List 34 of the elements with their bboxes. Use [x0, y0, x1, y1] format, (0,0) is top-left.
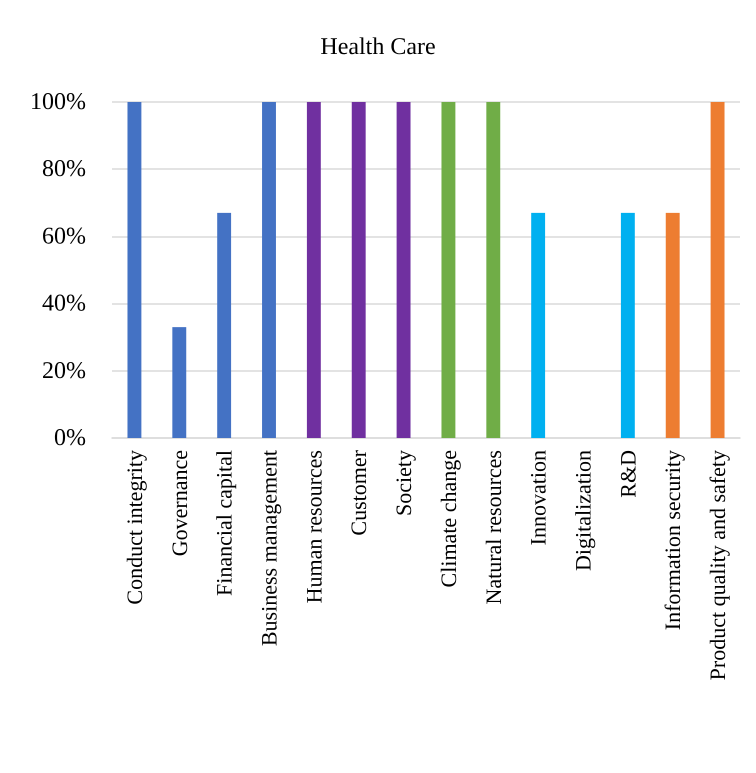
bar — [262, 102, 276, 438]
x-tick-label: R&D — [615, 450, 640, 498]
x-tick-label: Society — [391, 450, 416, 516]
bar — [172, 327, 186, 438]
y-tick-label: 100% — [30, 89, 86, 115]
x-tick-label: Business management — [256, 450, 282, 646]
x-tick-label: Product quality and safety — [705, 450, 730, 680]
bar — [441, 102, 456, 438]
bar — [217, 212, 232, 438]
x-tick-label: Customer — [346, 449, 372, 536]
y-tick-label: 80% — [42, 156, 86, 182]
bar — [396, 102, 411, 438]
x-tick-label: Human resources — [301, 450, 326, 604]
y-tick-label: 40% — [42, 290, 86, 317]
y-tick-label: 60% — [42, 223, 86, 250]
bar — [352, 102, 366, 438]
bar — [666, 212, 680, 438]
y-tick-label: 20% — [42, 358, 86, 384]
x-tick-label: Conduct integrity — [122, 450, 147, 605]
bar — [620, 212, 635, 438]
bar — [486, 102, 500, 438]
x-tick-label: Natural resources — [480, 450, 506, 605]
bar — [710, 102, 725, 438]
bar — [127, 102, 142, 438]
x-tick-label: Innovation — [526, 450, 551, 546]
bar — [531, 212, 546, 438]
x-tick-label: Climate change — [436, 450, 461, 588]
bar — [306, 102, 321, 438]
x-tick-label: Digitalization — [570, 450, 596, 571]
x-tick-label: Information security — [660, 450, 686, 630]
chart-title: Health Care — [320, 34, 436, 60]
x-tick-label: Financial capital — [212, 450, 237, 596]
x-tick-label: Governance — [166, 450, 192, 556]
y-tick-label: 0% — [54, 425, 86, 451]
